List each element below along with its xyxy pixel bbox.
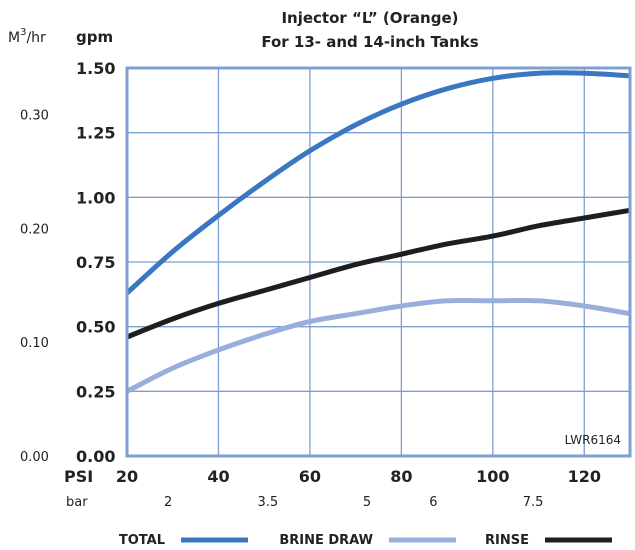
legend-label-2: RINSE <box>485 533 529 548</box>
plot-frame <box>125 66 632 458</box>
legend: TOTAL BRINE DRAW RINSE <box>119 533 612 548</box>
x-tick-label-2: 60 <box>299 467 321 486</box>
watermark: LWR6164 <box>565 433 621 447</box>
x-tick-label-1: 40 <box>207 467 229 486</box>
x-tick-label-3: 80 <box>390 467 412 486</box>
series-line-rinse <box>126 207 631 340</box>
left-unit-label: M3/hr <box>8 27 46 46</box>
y2-tick-label-0: 0.00 <box>20 450 49 465</box>
x2-tick-labels: 2 3.5 5 6 7.5 <box>164 495 543 510</box>
x-tick-label-5: 120 <box>568 467 601 486</box>
chart-subtitle: For 13- and 14-inch Tanks <box>261 33 478 51</box>
y-axis-label: gpm <box>76 28 113 46</box>
x-axis-label: PSI <box>64 467 93 486</box>
y-tick-label-2: 0.50 <box>76 318 115 337</box>
series-line-brine-draw <box>125 297 631 394</box>
x-tick-labels: 20 40 60 80 100 120 <box>116 467 601 486</box>
legend-label-0: TOTAL <box>119 533 165 548</box>
chart-title: Injector “L” (Orange) <box>281 9 458 27</box>
x2-tick-label-0: 2 <box>164 495 172 510</box>
y-tick-label-1: 0.25 <box>76 382 115 401</box>
y2-tick-labels: 0.00 0.10 0.20 0.30 <box>20 109 49 465</box>
x-tick-label-0: 20 <box>116 467 138 486</box>
y-tick-label-6: 1.50 <box>76 59 115 78</box>
x-tick-label-4: 100 <box>476 467 509 486</box>
series-layer <box>125 70 631 394</box>
series-line-total <box>125 70 631 295</box>
x2-tick-label-1: 3.5 <box>257 495 278 510</box>
y-tick-label-5: 1.25 <box>76 124 115 143</box>
y-tick-labels: 0.00 0.25 0.50 0.75 1.00 1.25 1.50 <box>76 59 115 466</box>
grid-lines <box>127 68 630 456</box>
y2-tick-label-3: 0.30 <box>20 109 49 124</box>
y2-tick-label-1: 0.10 <box>20 336 49 351</box>
y-tick-label-4: 1.00 <box>76 188 115 207</box>
x2-tick-label-2: 5 <box>363 495 371 510</box>
y-tick-label-0: 0.00 <box>76 447 115 466</box>
x2-axis-label: bar <box>66 495 88 510</box>
x2-tick-label-4: 7.5 <box>523 495 544 510</box>
legend-label-1: BRINE DRAW <box>279 533 373 548</box>
x2-tick-label-3: 6 <box>429 495 437 510</box>
y-tick-label-3: 0.75 <box>76 253 115 272</box>
y2-tick-label-2: 0.20 <box>20 222 49 237</box>
